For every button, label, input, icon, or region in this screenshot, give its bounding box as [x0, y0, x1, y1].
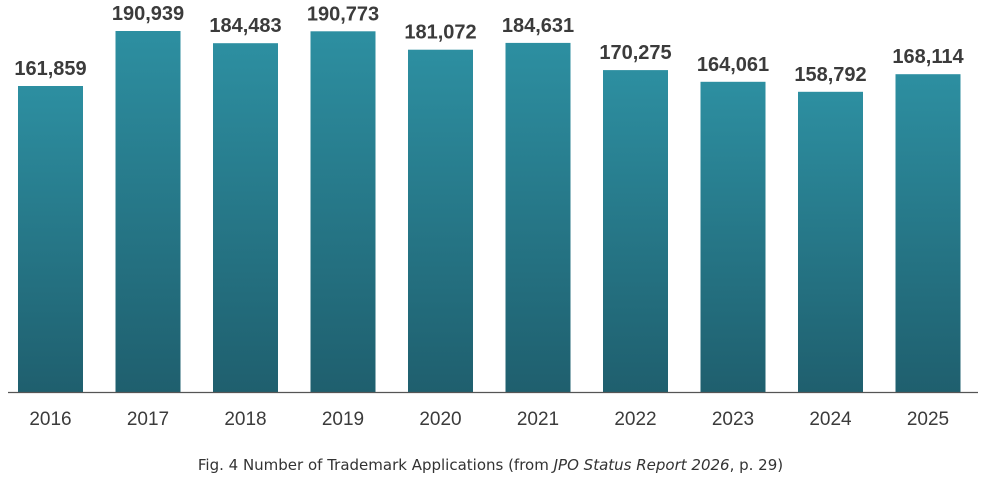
- x-tick-label-2021: 2021: [517, 409, 559, 430]
- bar-2017: [115, 31, 181, 392]
- bar-2024: [798, 91, 863, 393]
- x-tick-label-2018: 2018: [224, 409, 266, 430]
- bar-2025: [895, 74, 961, 392]
- bar-chart: 161,859 190,939 184,483 190,773 181,072 184,6…: [8, 3, 978, 430]
- x-tick-label-2019: 2019: [322, 409, 364, 430]
- value-label-2021: 184,631: [502, 15, 574, 37]
- value-label-2022: 170,275: [599, 42, 671, 64]
- bar-2019: [310, 31, 376, 393]
- value-label-2020: 181,072: [404, 22, 476, 44]
- x-tick-label-2016: 2016: [29, 409, 71, 430]
- value-label-2019: 190,773: [307, 3, 379, 25]
- bar-chart-svg: 161,859 190,939 184,483 190,773 181,072 184,6…: [8, 3, 978, 430]
- caption-prefix: Fig. 4 Number of Trademark Applications …: [197, 456, 554, 474]
- x-tick-label-2017: 2017: [127, 409, 169, 430]
- value-label-2018: 184,483: [209, 15, 281, 37]
- bar-2020: [408, 49, 473, 392]
- bar-2021: [505, 42, 571, 393]
- caption-suffix: , p. 29): [729, 456, 784, 474]
- x-tick-label-2025: 2025: [907, 409, 949, 430]
- figure-caption: Fig. 4 Number of Trademark Applications …: [0, 456, 981, 474]
- x-tick-label-2023: 2023: [712, 409, 754, 430]
- x-tick-label-2020: 2020: [419, 409, 461, 430]
- x-tick-labels-group: 2016 2017 2018 2019 2020 2021 2022 2023 2024 2025: [29, 409, 949, 430]
- value-label-2017: 190,939: [112, 3, 184, 25]
- x-tick-label-2024: 2024: [809, 409, 852, 430]
- value-labels-group: 161,859 190,939 184,483 190,773 181,072 184,6…: [14, 3, 964, 86]
- bar-2022: [603, 70, 668, 392]
- value-label-2023: 164,061: [697, 54, 769, 76]
- value-label-2024: 158,792: [794, 64, 866, 86]
- bar-2023: [700, 81, 766, 393]
- value-label-2016: 161,859: [14, 58, 86, 80]
- bars-group: [18, 31, 961, 393]
- caption-source-title: JPO Status Report 2026: [553, 456, 730, 474]
- bar-2016: [18, 86, 83, 392]
- bar-2018: [213, 43, 278, 392]
- value-label-2025: 168,114: [892, 46, 964, 68]
- x-tick-label-2022: 2022: [614, 409, 656, 430]
